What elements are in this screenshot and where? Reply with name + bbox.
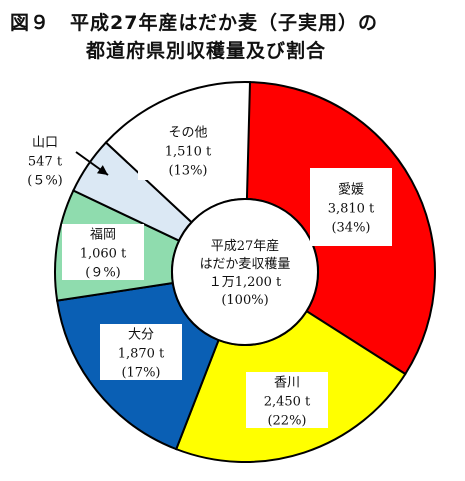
slice-label-value-5: 1,510 t <box>165 145 212 160</box>
slice-label-name-3: 福岡 <box>90 228 116 243</box>
slice-label-percent-0: (34%) <box>331 221 370 236</box>
center-label-line-2: はだか麦収穫量 <box>200 257 291 272</box>
slice-label-box-2 <box>100 324 182 380</box>
slice-label-box-5 <box>138 120 238 180</box>
slice-label-percent-5: (13%) <box>168 164 207 179</box>
slice-label-name-5: その他 <box>168 126 207 141</box>
slice-label-percent-1: (22%) <box>267 414 306 429</box>
leader-arrowhead <box>96 165 108 175</box>
slice-label-value-4: 547 t <box>28 155 63 170</box>
slice-label-name-4: 山口 <box>32 136 58 151</box>
slice-label-3: 福岡 1,060 t (９%) <box>62 224 144 281</box>
slice-label-value-2: 1,870 t <box>118 347 165 362</box>
center-label: 平成27年産 はだか麦収穫量 １万1,200 t (100%) <box>200 238 291 308</box>
slice-label-5: その他 1,510 t (13%) <box>138 120 238 180</box>
slice-label-name-0: 愛媛 <box>338 183 364 198</box>
slice-label-name-2: 大分 <box>128 328 154 343</box>
slice-label-name-1: 香川 <box>274 376 300 391</box>
slice-label-percent-3: (９%) <box>85 266 121 281</box>
slice-label-0: 愛媛 3,810 t (34%) <box>310 168 392 246</box>
slice-label-2: 大分 1,870 t (17%) <box>100 324 182 381</box>
slice-label-value-3: 1,060 t <box>80 247 127 262</box>
slice-label-box-0 <box>310 168 392 246</box>
slice-label-value-0: 3,810 t <box>328 202 375 217</box>
slice-label-box-3 <box>62 224 144 280</box>
slice-label-percent-2: (17%) <box>121 366 160 381</box>
slice-label-box-1 <box>246 372 328 428</box>
slice-label-value-1: 2,450 t <box>264 395 311 410</box>
center-label-line-3: １万1,200 t <box>209 275 282 290</box>
center-label-line-4: (100%) <box>221 293 268 308</box>
donut-hole <box>171 198 319 346</box>
slice-label-4: 山口 547 t (５%) <box>27 136 109 189</box>
slice-labels-group: 愛媛 3,810 t (34%) 香川 2,450 t (22%) 大分 1,870 t (17… <box>27 120 392 429</box>
center-label-line-1: 平成27年産 <box>211 238 280 254</box>
slice-label-1: 香川 2,450 t (22%) <box>246 372 328 429</box>
slice-label-percent-4: (５%) <box>27 174 63 189</box>
chart-title-line-2: 都道府県別収穫量及び割合 <box>86 40 327 62</box>
chart-title-line-1: 図９ 平成27年産はだか麦（子実用）の <box>10 12 379 34</box>
